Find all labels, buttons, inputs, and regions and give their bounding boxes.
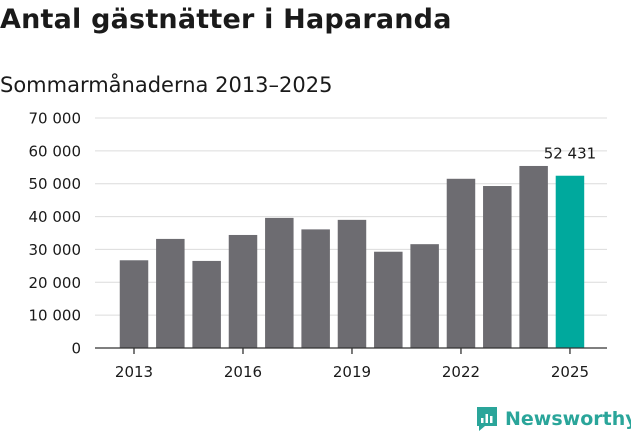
y-tick-label: 20 000 xyxy=(29,274,82,292)
x-tick-label: 2019 xyxy=(333,363,371,381)
brand-name: Newsworthy xyxy=(505,408,631,430)
bar-2018 xyxy=(301,229,330,348)
bar-2020 xyxy=(374,251,403,348)
y-tick-label: 60 000 xyxy=(29,142,82,160)
y-tick-label: 10 000 xyxy=(29,307,82,325)
bar-2022 xyxy=(446,178,476,348)
data-label: 52 431 xyxy=(544,145,597,163)
bar-2013 xyxy=(119,260,149,348)
bar-2023 xyxy=(483,186,512,348)
bar-2024 xyxy=(519,165,548,348)
y-tick-label: 50 000 xyxy=(29,175,82,193)
chart-title: Antal gästnätter i Haparanda xyxy=(0,4,452,35)
x-tick-label: 2013 xyxy=(115,363,153,381)
brand-logo: Newsworthy xyxy=(475,406,631,432)
bar-2021 xyxy=(410,244,439,348)
bar-2017 xyxy=(265,217,294,348)
bar-2015 xyxy=(192,260,221,348)
bar-2014 xyxy=(156,238,185,348)
y-tick-label: 0 xyxy=(71,340,81,358)
x-tick-label: 2022 xyxy=(442,363,480,381)
bar-chart: 0 10 000 20 000 30 000 40 000 50 000 60 000 70 … xyxy=(29,110,607,381)
newsworthy-bar-chart-icon xyxy=(477,407,497,431)
bar-2025 xyxy=(555,175,585,348)
y-tick-label: 70 000 xyxy=(29,110,82,128)
y-tick-label: 40 000 xyxy=(29,208,82,226)
x-tick-label: 2016 xyxy=(224,363,262,381)
bar-2016 xyxy=(228,234,258,348)
chart-subtitle: Sommarmånaderna 2013–2025 xyxy=(0,73,333,97)
bar-2019 xyxy=(337,219,367,348)
x-tick-label: 2025 xyxy=(551,363,589,381)
y-tick-label: 30 000 xyxy=(29,241,82,259)
